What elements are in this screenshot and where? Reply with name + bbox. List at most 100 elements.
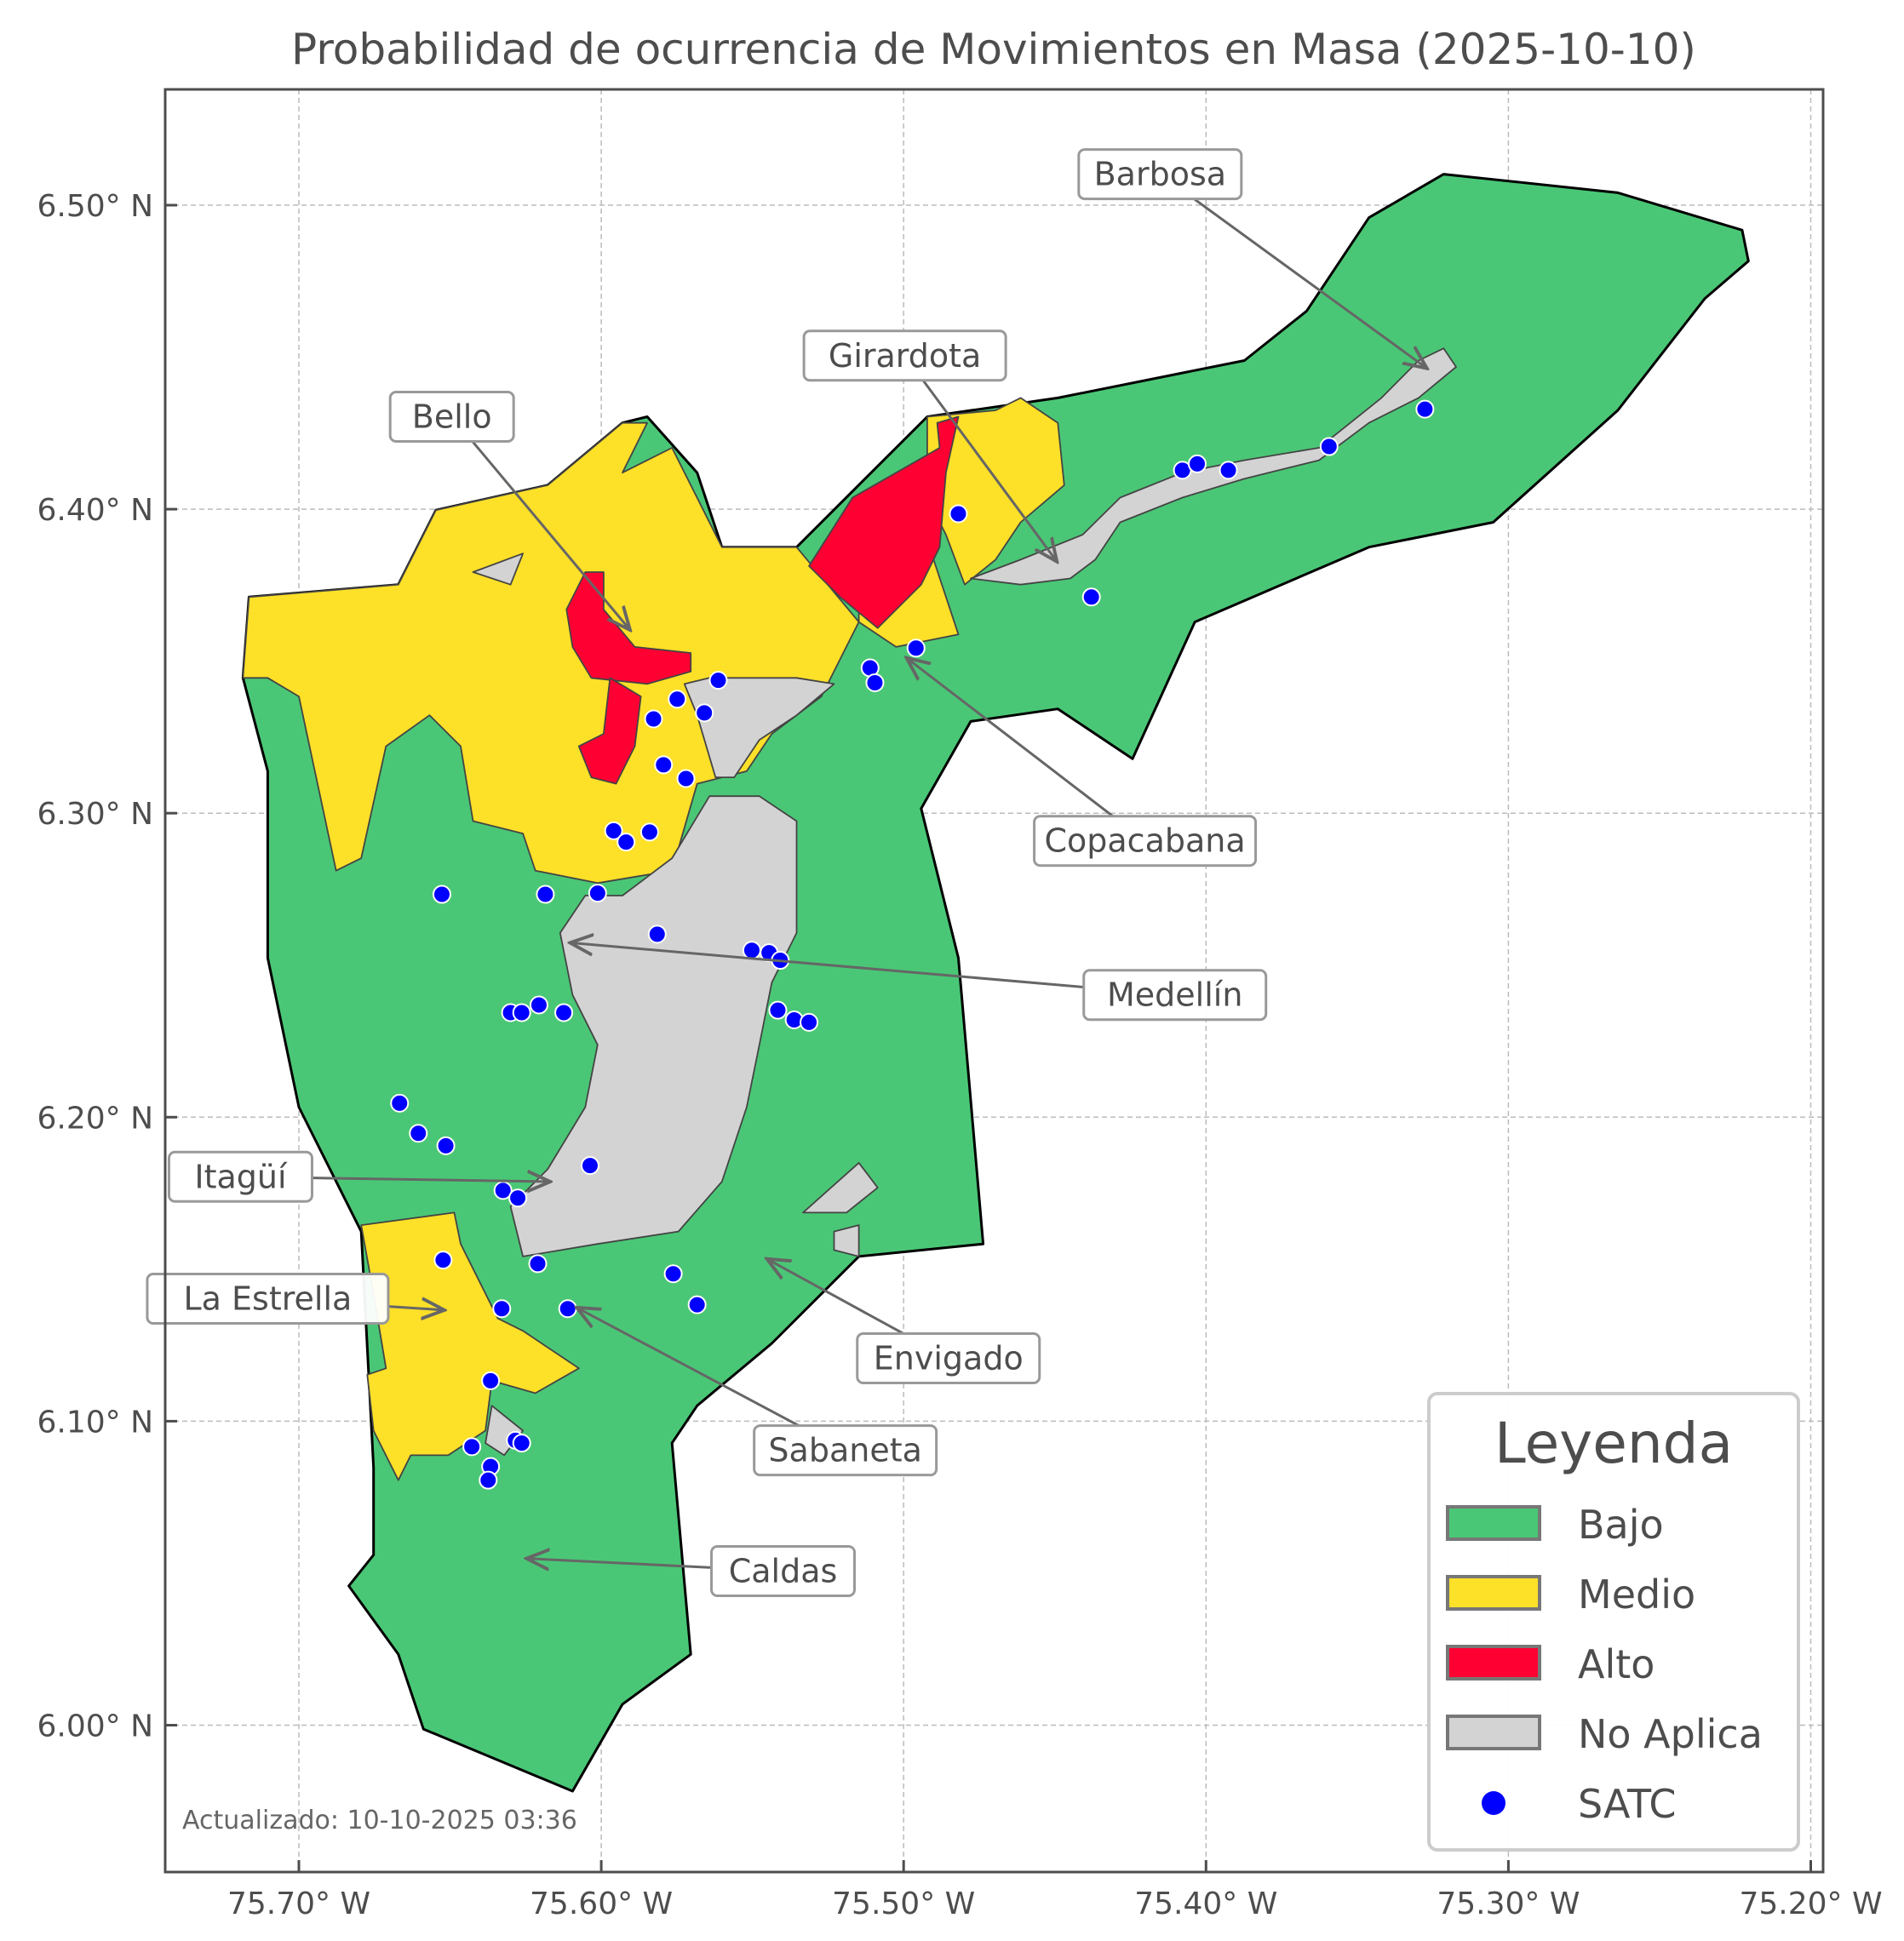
- region-no-aplica: [833, 1224, 860, 1257]
- annotation-label: Sabaneta: [768, 1432, 921, 1469]
- satc-point: [588, 884, 607, 903]
- satc-point: [742, 941, 761, 960]
- satc-point: [949, 504, 968, 524]
- satc-point: [432, 885, 451, 904]
- annotation-box: [753, 1424, 938, 1477]
- annotation-box: [1033, 815, 1258, 867]
- satc-point: [708, 671, 728, 690]
- y-tick-label: 6.30° N: [37, 797, 153, 832]
- region-no-aplica: [472, 553, 524, 586]
- region-medio: [242, 421, 860, 885]
- x-tick-label: 75.20° W: [1739, 1887, 1882, 1921]
- y-tick-label: 6.40° N: [37, 493, 153, 528]
- annotation-box: [146, 1272, 390, 1325]
- legend-label: SATC: [1578, 1781, 1676, 1827]
- satc-point: [554, 1003, 574, 1022]
- annotation-label: Barbosa: [1094, 156, 1226, 193]
- legend-swatch-medio: [1446, 1575, 1541, 1611]
- annotation-label: Caldas: [729, 1552, 838, 1589]
- satc-point: [644, 709, 663, 729]
- annotation-label: Copacabana: [1044, 822, 1245, 860]
- region-medio: [360, 1211, 580, 1481]
- annotation-arrow: [579, 1308, 800, 1428]
- annotation-barbosa: Barbosa: [1077, 148, 1425, 367]
- annotation-box: [802, 329, 1007, 382]
- satc-point: [1081, 587, 1101, 607]
- annotation-envigado: Envigado: [769, 1260, 1041, 1384]
- satc-point: [433, 1251, 453, 1270]
- x-tick-label: 75.40° W: [1134, 1887, 1277, 1921]
- region-no-aplica: [509, 795, 798, 1257]
- legend-swatch-bajo: [1446, 1505, 1541, 1541]
- annotation-arrow: [769, 1260, 904, 1335]
- annotation-box: [388, 391, 515, 444]
- satc-point: [647, 925, 667, 944]
- satc-point: [462, 1437, 482, 1457]
- x-tick-label: 75.60° W: [530, 1887, 673, 1921]
- satc-point: [436, 1136, 456, 1155]
- annotation-label: Girardota: [829, 337, 981, 375]
- annotation-arrow: [572, 943, 1084, 989]
- annotation-bello: Bello: [388, 391, 628, 628]
- annotation-label: Bello: [412, 398, 492, 436]
- annotation-arrow: [1193, 198, 1425, 367]
- legend-satc-marker: [1482, 1791, 1505, 1815]
- region-no-aplica: [683, 677, 835, 778]
- annotation-box: [710, 1544, 857, 1597]
- annotation-arrow: [909, 660, 1114, 817]
- region-no-aplica: [802, 1162, 879, 1214]
- satc-point: [663, 1264, 683, 1284]
- annotation-arrow: [387, 1307, 442, 1310]
- satc-point: [906, 638, 926, 658]
- y-tick-label: 6.10° N: [37, 1405, 153, 1440]
- satc-point: [508, 1188, 528, 1208]
- axis-ticks: 75.70° W 75.60° W 75.50° W 75.40° W 75.30° W…: [37, 189, 1882, 1921]
- annotation-itagüí: Itagüí: [167, 1150, 548, 1203]
- region-alto: [808, 415, 960, 629]
- legend-label: Alto: [1578, 1641, 1655, 1687]
- region-no-aplica: [970, 347, 1457, 586]
- annotation-copacabana: Copacabana: [909, 660, 1258, 867]
- regions-layer: [241, 173, 1750, 1793]
- satc-point: [768, 1000, 788, 1020]
- updated-footer: Actualizado: 10-10-2025 03:36: [182, 1806, 577, 1835]
- legend-title: Leyenda: [1494, 1411, 1733, 1476]
- satc-point: [865, 673, 885, 693]
- annotation-arrow: [921, 379, 1055, 560]
- satc-point: [800, 1012, 819, 1032]
- map-title: Probabilidad de ocurrencia de Movimiento…: [291, 25, 1696, 74]
- plot-frame: [163, 88, 1825, 1874]
- y-tick-label: 6.00° N: [37, 1709, 153, 1744]
- satc-point: [479, 1470, 498, 1490]
- annotation-sabaneta: Sabaneta: [579, 1308, 938, 1477]
- annotation-medellín: Medellín: [572, 943, 1268, 1022]
- satc-point: [558, 1299, 577, 1319]
- satc-point: [1319, 437, 1339, 456]
- legend-label: Bajo: [1578, 1502, 1664, 1548]
- legend-label: Medio: [1578, 1572, 1695, 1618]
- legend-swatch-no-aplica: [1446, 1715, 1541, 1750]
- annotation-label: La Estrella: [184, 1280, 353, 1317]
- satc-point: [617, 833, 636, 852]
- annotation-girardota: Girardota: [802, 329, 1055, 560]
- satc-point: [639, 822, 659, 842]
- legend: Leyenda Bajo Medio Alto No Aplica SATC: [1427, 1392, 1800, 1852]
- satc-point: [481, 1371, 501, 1390]
- satc-point: [1188, 454, 1207, 473]
- region-alto: [577, 677, 642, 785]
- satc-point: [1219, 461, 1238, 480]
- legend-swatch-alto: [1446, 1645, 1541, 1680]
- satc-point: [529, 995, 548, 1015]
- satc-point: [536, 885, 555, 904]
- annotation-label: Itagüí: [194, 1158, 288, 1195]
- satc-point: [676, 769, 696, 788]
- annotation-arrow: [312, 1178, 548, 1182]
- annotation-caldas: Caldas: [529, 1544, 857, 1597]
- satc-point: [390, 1093, 410, 1113]
- x-tick-label: 75.70° W: [227, 1887, 370, 1921]
- annotation-arrow: [471, 440, 628, 628]
- satc-points-layer: [390, 399, 1435, 1490]
- annotation-label: Envigado: [874, 1339, 1024, 1377]
- legend-label: No Aplica: [1578, 1711, 1763, 1757]
